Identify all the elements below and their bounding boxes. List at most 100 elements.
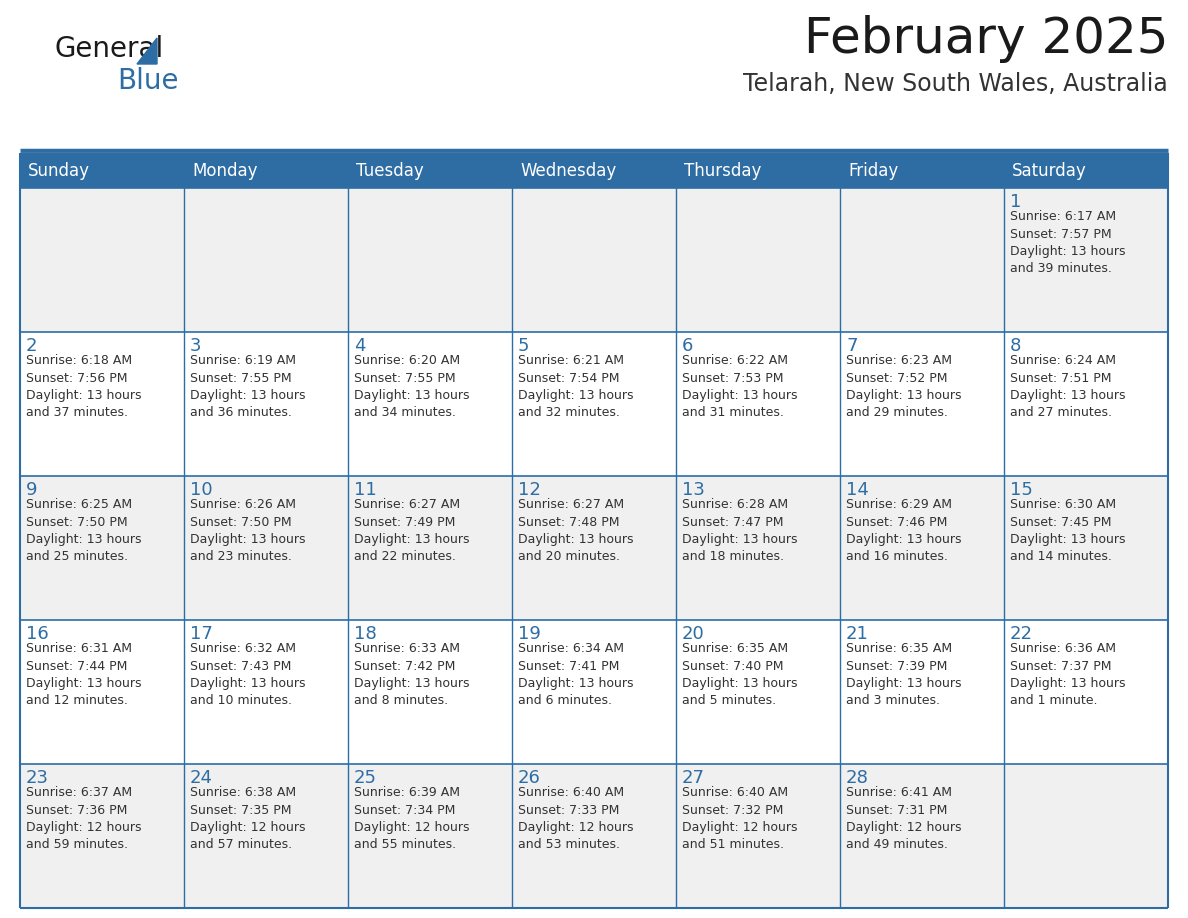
Bar xyxy=(512,188,676,332)
Text: 13: 13 xyxy=(682,481,704,499)
Bar xyxy=(512,620,676,764)
Text: Sunrise: 6:38 AM
Sunset: 7:35 PM
Daylight: 12 hours
and 57 minutes.: Sunrise: 6:38 AM Sunset: 7:35 PM Dayligh… xyxy=(190,786,305,852)
Bar xyxy=(676,188,840,332)
Text: Sunrise: 6:29 AM
Sunset: 7:46 PM
Daylight: 13 hours
and 16 minutes.: Sunrise: 6:29 AM Sunset: 7:46 PM Dayligh… xyxy=(846,498,961,564)
Bar xyxy=(20,188,184,332)
Polygon shape xyxy=(137,38,157,64)
Bar xyxy=(348,153,512,188)
Text: 3: 3 xyxy=(190,337,202,355)
Bar xyxy=(1004,764,1168,908)
Text: Sunrise: 6:17 AM
Sunset: 7:57 PM
Daylight: 13 hours
and 39 minutes.: Sunrise: 6:17 AM Sunset: 7:57 PM Dayligh… xyxy=(1010,210,1125,275)
Text: Sunrise: 6:23 AM
Sunset: 7:52 PM
Daylight: 13 hours
and 29 minutes.: Sunrise: 6:23 AM Sunset: 7:52 PM Dayligh… xyxy=(846,354,961,420)
Bar xyxy=(840,764,1004,908)
Text: 12: 12 xyxy=(518,481,541,499)
Bar xyxy=(840,620,1004,764)
Bar xyxy=(348,332,512,476)
Text: 22: 22 xyxy=(1010,625,1034,643)
Text: Saturday: Saturday xyxy=(1012,162,1087,180)
Bar xyxy=(348,764,512,908)
Text: 27: 27 xyxy=(682,769,704,787)
Text: Wednesday: Wednesday xyxy=(520,162,617,180)
Bar xyxy=(348,476,512,620)
Bar xyxy=(348,188,512,332)
Text: Thursday: Thursday xyxy=(684,162,762,180)
Bar xyxy=(840,153,1004,188)
Text: Sunrise: 6:27 AM
Sunset: 7:48 PM
Daylight: 13 hours
and 20 minutes.: Sunrise: 6:27 AM Sunset: 7:48 PM Dayligh… xyxy=(518,498,633,564)
Bar xyxy=(1004,153,1168,188)
Text: 6: 6 xyxy=(682,337,694,355)
Text: Sunrise: 6:22 AM
Sunset: 7:53 PM
Daylight: 13 hours
and 31 minutes.: Sunrise: 6:22 AM Sunset: 7:53 PM Dayligh… xyxy=(682,354,797,420)
Text: Sunday: Sunday xyxy=(29,162,90,180)
Text: Sunrise: 6:32 AM
Sunset: 7:43 PM
Daylight: 13 hours
and 10 minutes.: Sunrise: 6:32 AM Sunset: 7:43 PM Dayligh… xyxy=(190,642,305,708)
Text: Friday: Friday xyxy=(848,162,898,180)
Text: 8: 8 xyxy=(1010,337,1022,355)
Text: Sunrise: 6:37 AM
Sunset: 7:36 PM
Daylight: 12 hours
and 59 minutes.: Sunrise: 6:37 AM Sunset: 7:36 PM Dayligh… xyxy=(26,786,141,852)
Text: 4: 4 xyxy=(354,337,366,355)
Text: 25: 25 xyxy=(354,769,377,787)
Text: Sunrise: 6:24 AM
Sunset: 7:51 PM
Daylight: 13 hours
and 27 minutes.: Sunrise: 6:24 AM Sunset: 7:51 PM Dayligh… xyxy=(1010,354,1125,420)
Text: 21: 21 xyxy=(846,625,868,643)
Text: Sunrise: 6:28 AM
Sunset: 7:47 PM
Daylight: 13 hours
and 18 minutes.: Sunrise: 6:28 AM Sunset: 7:47 PM Dayligh… xyxy=(682,498,797,564)
Bar xyxy=(1004,476,1168,620)
Text: Sunrise: 6:18 AM
Sunset: 7:56 PM
Daylight: 13 hours
and 37 minutes.: Sunrise: 6:18 AM Sunset: 7:56 PM Dayligh… xyxy=(26,354,141,420)
Bar xyxy=(20,764,184,908)
Text: 7: 7 xyxy=(846,337,858,355)
Bar xyxy=(840,188,1004,332)
Text: Sunrise: 6:25 AM
Sunset: 7:50 PM
Daylight: 13 hours
and 25 minutes.: Sunrise: 6:25 AM Sunset: 7:50 PM Dayligh… xyxy=(26,498,141,564)
Text: February 2025: February 2025 xyxy=(803,15,1168,63)
Text: Telarah, New South Wales, Australia: Telarah, New South Wales, Australia xyxy=(744,72,1168,96)
Text: 1: 1 xyxy=(1010,193,1022,211)
Text: Sunrise: 6:40 AM
Sunset: 7:33 PM
Daylight: 12 hours
and 53 minutes.: Sunrise: 6:40 AM Sunset: 7:33 PM Dayligh… xyxy=(518,786,633,852)
Bar xyxy=(676,476,840,620)
Text: 28: 28 xyxy=(846,769,868,787)
Text: 17: 17 xyxy=(190,625,213,643)
Text: 20: 20 xyxy=(682,625,704,643)
Bar xyxy=(348,620,512,764)
Text: 23: 23 xyxy=(26,769,49,787)
Text: Sunrise: 6:35 AM
Sunset: 7:39 PM
Daylight: 13 hours
and 3 minutes.: Sunrise: 6:35 AM Sunset: 7:39 PM Dayligh… xyxy=(846,642,961,708)
Text: General: General xyxy=(55,35,164,63)
Bar xyxy=(184,332,348,476)
Bar xyxy=(1004,188,1168,332)
Bar xyxy=(184,153,348,188)
Bar xyxy=(840,476,1004,620)
Text: 19: 19 xyxy=(518,625,541,643)
Bar xyxy=(1004,332,1168,476)
Bar xyxy=(184,188,348,332)
Text: Sunrise: 6:40 AM
Sunset: 7:32 PM
Daylight: 12 hours
and 51 minutes.: Sunrise: 6:40 AM Sunset: 7:32 PM Dayligh… xyxy=(682,786,797,852)
Text: Sunrise: 6:31 AM
Sunset: 7:44 PM
Daylight: 13 hours
and 12 minutes.: Sunrise: 6:31 AM Sunset: 7:44 PM Dayligh… xyxy=(26,642,141,708)
Bar xyxy=(676,620,840,764)
Bar xyxy=(512,764,676,908)
Bar xyxy=(20,332,184,476)
Bar xyxy=(184,620,348,764)
Text: Sunrise: 6:36 AM
Sunset: 7:37 PM
Daylight: 13 hours
and 1 minute.: Sunrise: 6:36 AM Sunset: 7:37 PM Dayligh… xyxy=(1010,642,1125,708)
Text: Tuesday: Tuesday xyxy=(356,162,424,180)
Bar xyxy=(512,476,676,620)
Text: 9: 9 xyxy=(26,481,38,499)
Text: 11: 11 xyxy=(354,481,377,499)
Bar xyxy=(20,620,184,764)
Text: Sunrise: 6:19 AM
Sunset: 7:55 PM
Daylight: 13 hours
and 36 minutes.: Sunrise: 6:19 AM Sunset: 7:55 PM Dayligh… xyxy=(190,354,305,420)
Text: 26: 26 xyxy=(518,769,541,787)
Text: Sunrise: 6:35 AM
Sunset: 7:40 PM
Daylight: 13 hours
and 5 minutes.: Sunrise: 6:35 AM Sunset: 7:40 PM Dayligh… xyxy=(682,642,797,708)
Text: Sunrise: 6:26 AM
Sunset: 7:50 PM
Daylight: 13 hours
and 23 minutes.: Sunrise: 6:26 AM Sunset: 7:50 PM Dayligh… xyxy=(190,498,305,564)
Text: 2: 2 xyxy=(26,337,38,355)
Text: Sunrise: 6:34 AM
Sunset: 7:41 PM
Daylight: 13 hours
and 6 minutes.: Sunrise: 6:34 AM Sunset: 7:41 PM Dayligh… xyxy=(518,642,633,708)
Text: Sunrise: 6:41 AM
Sunset: 7:31 PM
Daylight: 12 hours
and 49 minutes.: Sunrise: 6:41 AM Sunset: 7:31 PM Dayligh… xyxy=(846,786,961,852)
Text: 16: 16 xyxy=(26,625,49,643)
Text: Sunrise: 6:30 AM
Sunset: 7:45 PM
Daylight: 13 hours
and 14 minutes.: Sunrise: 6:30 AM Sunset: 7:45 PM Dayligh… xyxy=(1010,498,1125,564)
Bar xyxy=(184,764,348,908)
Text: Sunrise: 6:33 AM
Sunset: 7:42 PM
Daylight: 13 hours
and 8 minutes.: Sunrise: 6:33 AM Sunset: 7:42 PM Dayligh… xyxy=(354,642,469,708)
Text: 5: 5 xyxy=(518,337,530,355)
Bar xyxy=(840,332,1004,476)
Bar xyxy=(1004,620,1168,764)
Text: Sunrise: 6:20 AM
Sunset: 7:55 PM
Daylight: 13 hours
and 34 minutes.: Sunrise: 6:20 AM Sunset: 7:55 PM Dayligh… xyxy=(354,354,469,420)
Bar xyxy=(676,332,840,476)
Bar xyxy=(676,153,840,188)
Text: 14: 14 xyxy=(846,481,868,499)
Text: Blue: Blue xyxy=(116,67,178,95)
Text: 18: 18 xyxy=(354,625,377,643)
Text: Sunrise: 6:27 AM
Sunset: 7:49 PM
Daylight: 13 hours
and 22 minutes.: Sunrise: 6:27 AM Sunset: 7:49 PM Dayligh… xyxy=(354,498,469,564)
Bar xyxy=(512,332,676,476)
Text: Monday: Monday xyxy=(192,162,258,180)
